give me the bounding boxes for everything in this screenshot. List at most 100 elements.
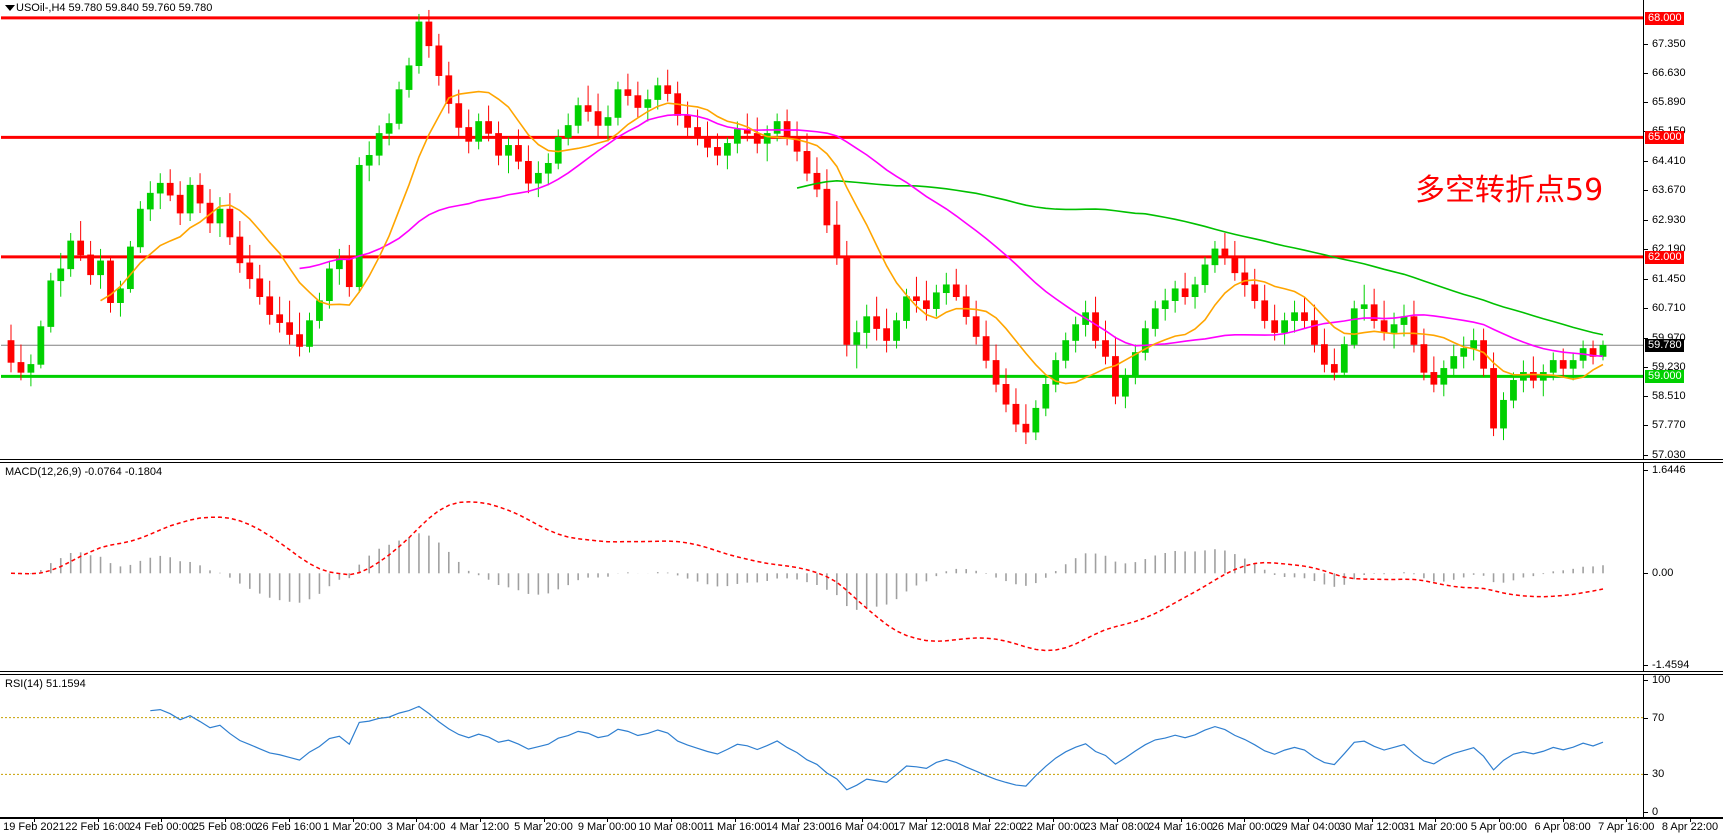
price-tick-label: 62.930 [1652,213,1686,226]
time-tick-label: 17 Mar 12:00 [893,821,959,833]
price-tick-label: 66.630 [1652,66,1686,79]
time-tickmark [288,818,290,822]
rsi-tick-label: 30 [1652,768,1665,781]
time-tick-label: 14 Mar 23:00 [765,821,831,833]
time-tick-label: 24 Mar 16:00 [1148,821,1213,833]
rsi-tick-label: 0 [1652,806,1659,818]
macd-series-canvas[interactable] [1,463,1643,671]
axis-tickmark [1644,680,1648,681]
macd-tick-label: 0.00 [1652,567,1674,580]
time-tick-label: 11 Mar 16:00 [702,821,767,833]
price-tick-label: 61.450 [1652,272,1686,285]
time-tick-label: 23 Mar 08:00 [1084,821,1150,833]
axis-tickmark [1644,717,1648,719]
price-series-canvas[interactable] [1,0,1643,459]
price-tick-label: 57.770 [1652,419,1686,432]
price-level-tag[interactable]: 59.780 [1645,339,1684,353]
price-level-tag[interactable]: 62.000 [1645,250,1684,264]
time-tickmark [416,818,418,822]
time-tick-label: 5 Mar 20:00 [514,821,573,833]
time-tickmark [97,818,99,822]
time-tick-label: 24 Feb 00:00 [128,821,194,833]
rsi-panel[interactable]: RSI(14) 51.1594 100 70 30 0 [0,674,1723,818]
time-tick-label: 19 Feb 2021 [3,821,65,833]
axis-tickmark [1644,102,1648,103]
axis-tickmark [1644,72,1648,74]
time-tickmark [925,818,927,822]
time-tick-label: 22 Feb 16:00 [65,821,131,833]
time-tick-label: 4 Mar 12:00 [450,821,510,833]
price-level-tag[interactable]: 59.000 [1645,370,1684,384]
price-tick-label: 67.350 [1652,37,1686,50]
price-tick-label: 57.030 [1652,448,1686,461]
axis-tickmark [1644,469,1648,471]
time-tickmark [1116,818,1118,822]
axis-tickmark [1644,774,1648,776]
time-tickmark [1498,818,1500,822]
macd-label: MACD(12,26,9) -0.0764 -0.1804 [5,466,163,478]
time-tickmark [607,818,609,822]
time-tickmark [225,818,227,822]
axis-tickmark [1644,454,1648,456]
axis-tickmark [1644,665,1648,667]
time-tick-label: 7 Apr 16:00 [1598,821,1655,833]
time-tick-label: 29 Mar 04:00 [1275,821,1341,833]
time-tickmark [34,818,35,822]
axis-tickmark [1644,278,1648,280]
time-tickmark [670,818,672,822]
rsi-label: RSI(14) 51.1594 [5,678,86,690]
time-tick-label: 1 Mar 20:00 [323,821,382,833]
triangle-down-icon[interactable] [5,5,15,11]
macd-panel[interactable]: MACD(12,26,9) -0.0764 -0.1804 1.6446 0.00… [0,462,1723,672]
macd-tick-label: 1.6446 [1652,463,1686,476]
text-annotation[interactable]: 多空转折点59 [1415,173,1604,208]
axis-tickmark [1644,573,1648,575]
time-tickmark [734,818,736,822]
time-axis[interactable]: 19 Feb 2021 22 Feb 16:00 24 Feb 00:00 25 Fe… [0,818,1723,839]
time-tick-label: 5 Apr 00:00 [1470,821,1528,833]
axis-tickmark [1644,812,1648,813]
price-level-tag[interactable]: 68.000 [1645,11,1684,25]
rsi-series-canvas[interactable] [1,675,1643,817]
axis-tickmark [1644,337,1648,339]
time-tick-label: 31 Mar 20:00 [1402,821,1468,833]
axis-tickmark [1644,425,1648,427]
macd-axis[interactable]: 1.6446 0.00 -1.4594 [1643,463,1723,671]
time-tickmark [989,818,991,822]
rsi-tick-label: 70 [1652,711,1665,724]
price-tick-label: 59.970 [1652,331,1686,344]
time-tickmark [1307,818,1309,822]
time-tick-label: 3 Mar 04:00 [386,821,446,833]
time-tickmark [543,818,545,822]
axis-tickmark [1644,395,1648,397]
time-tick-label: 8 Apr 22:00 [1661,821,1719,833]
time-tick-label: 9 Mar 00:00 [577,821,637,833]
time-tickmark [1244,818,1246,822]
time-tick-label: 25 Feb 08:00 [192,821,258,833]
symbol-quote-label: USOil-,H4 59.780 59.840 59.760 59.780 [16,2,213,14]
price-tick-label: 65.890 [1652,96,1686,108]
time-tick-label: 26 Mar 00:00 [1211,821,1277,833]
price-level-tag[interactable]: 65.000 [1645,131,1684,145]
rsi-tick-label: 100 [1652,674,1671,686]
time-tickmark [479,818,481,822]
price-tick-label: 60.710 [1652,302,1686,315]
time-tick-label: 6 Apr 08:00 [1534,821,1591,833]
time-tick-label: 18 Mar 22:00 [956,821,1022,833]
rsi-axis[interactable]: 100 70 30 0 [1643,674,1723,818]
price-axis[interactable]: 67.35066.63065.89065.15064.41063.67062.9… [1643,0,1723,461]
axis-tickmark [1644,308,1648,310]
time-tick-label: 10 Mar 08:00 [638,821,704,833]
time-tickmark [1053,818,1055,822]
price-panel[interactable]: USOil-,H4 59.780 59.840 59.760 59.780 67… [0,0,1723,460]
price-tick-label: 63.670 [1652,184,1686,197]
price-tick-label: 62.190 [1652,243,1686,256]
time-tickmark [1180,818,1182,822]
axis-tickmark [1644,190,1648,192]
time-tickmark [862,818,863,822]
time-tick-label: 16 Mar 04:00 [829,821,895,833]
time-tick-label: 26 Feb 16:00 [256,821,322,833]
axis-tickmark [1644,219,1648,221]
time-tickmark [798,818,800,822]
